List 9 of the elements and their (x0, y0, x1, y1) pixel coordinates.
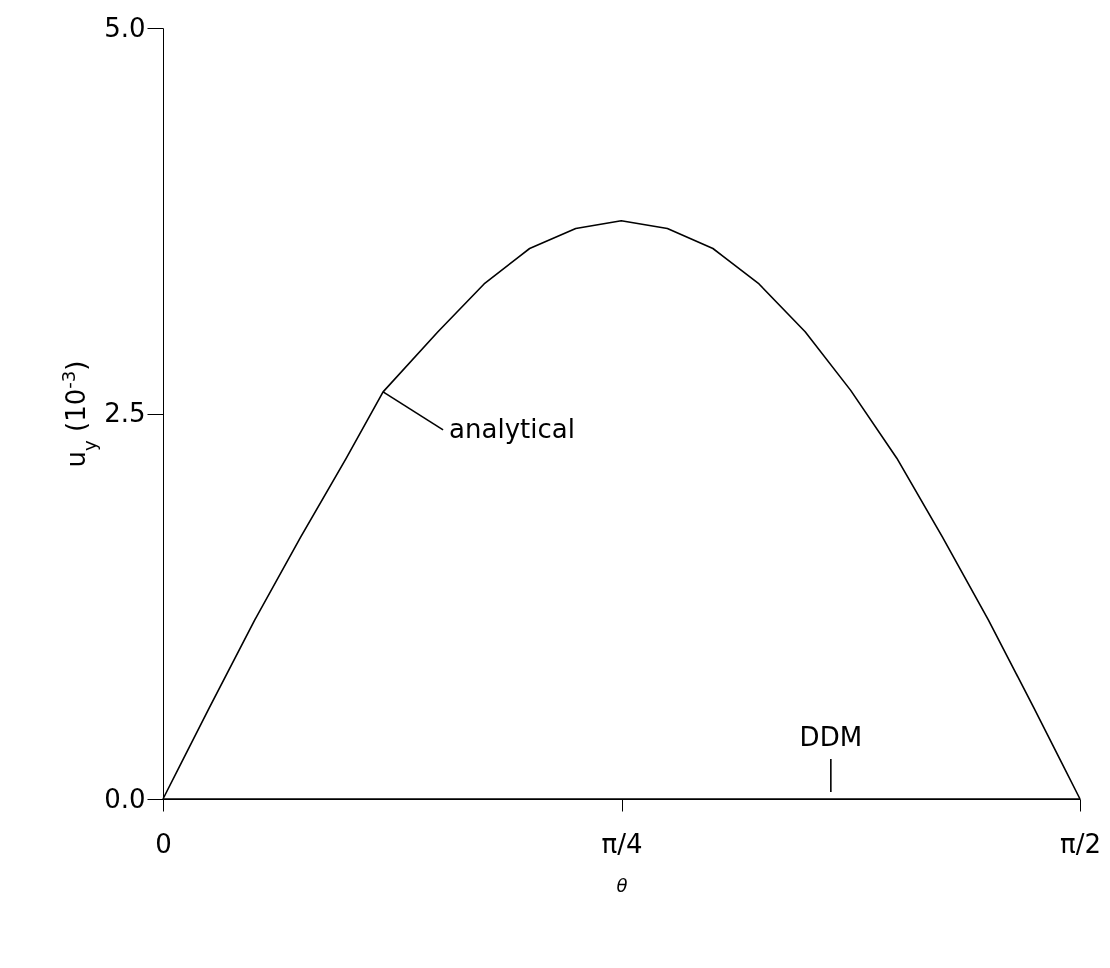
x-tick-label: π/4 (601, 828, 643, 859)
x-axis-title: θ (616, 874, 628, 896)
legend-label: analytical (449, 413, 575, 444)
series-label: DDM (799, 722, 863, 752)
x-tick-label: π/2 (1060, 828, 1101, 859)
x-tick-label: 0 (155, 828, 172, 859)
y-tick-label: 0.0 (104, 783, 146, 814)
y-tick-label: 2.5 (104, 398, 146, 428)
y-tick-label: 5.0 (104, 12, 146, 43)
